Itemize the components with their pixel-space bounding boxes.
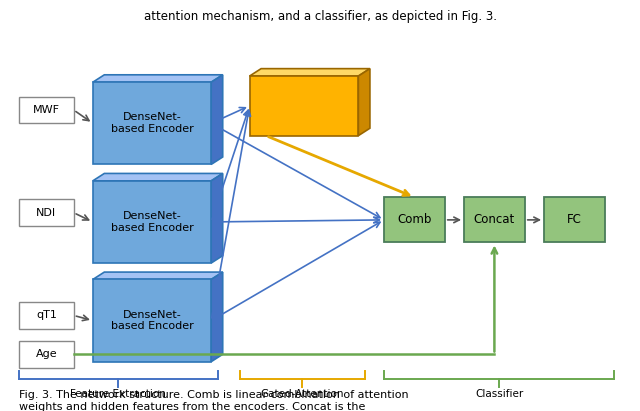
Text: attention mechanism, and a classifier, as depicted in Fig. 3.: attention mechanism, and a classifier, a… [143,10,497,23]
Text: Feature Extraction: Feature Extraction [70,389,166,399]
Bar [384,197,445,242]
Text: Comb: Comb [397,213,431,226]
Bar [250,76,358,136]
Text: qT1: qT1 [36,310,57,321]
Polygon shape [211,272,223,362]
Text: Fig. 3. The network structure. Comb is linear combination of attention
weights a: Fig. 3. The network structure. Comb is l… [19,390,409,411]
Bar [544,197,605,242]
Polygon shape [93,272,223,279]
Bar [93,181,211,263]
Polygon shape [250,69,370,76]
Text: NDI: NDI [36,208,56,218]
Polygon shape [358,69,370,136]
Text: FC: FC [567,213,582,226]
Bar [19,199,74,226]
Bar [464,197,525,242]
Text: Gated-Attention: Gated-Attention [260,389,344,399]
Polygon shape [93,75,223,82]
Text: DenseNet-
based Encoder: DenseNet- based Encoder [111,113,193,134]
Text: Classifier: Classifier [475,389,524,399]
Bar [19,97,74,123]
Polygon shape [211,75,223,164]
Bar [93,279,211,362]
Bar [93,82,211,164]
Text: MWF: MWF [33,105,60,115]
Bar [19,341,74,368]
Bar [19,302,74,329]
Text: DenseNet-
based Encoder: DenseNet- based Encoder [111,211,193,233]
Polygon shape [93,173,223,181]
Polygon shape [211,173,223,263]
Text: Concat: Concat [474,213,515,226]
Text: Age: Age [36,349,57,360]
Text: DenseNet-
based Encoder: DenseNet- based Encoder [111,310,193,331]
